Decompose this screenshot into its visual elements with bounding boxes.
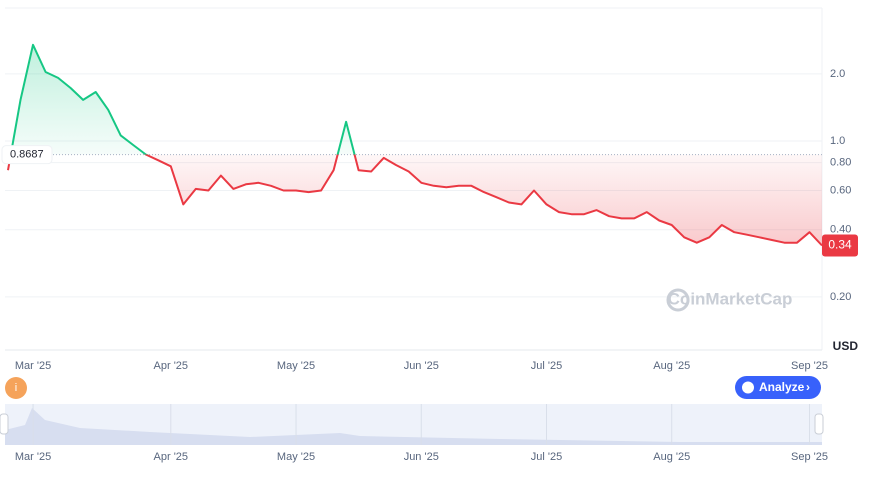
- navigator-tick-label: Sep '25: [791, 451, 828, 463]
- currency: USD: [833, 339, 859, 353]
- x-tick-label: May '25: [277, 360, 315, 372]
- y-tick-label: 2.0: [830, 68, 845, 80]
- navigator-tick-label: Aug '25: [653, 451, 690, 463]
- navigator-handle[interactable]: [0, 413, 9, 435]
- navigator-tick-label: Apr '25: [154, 451, 189, 463]
- price-line: [7, 43, 823, 247]
- analyze-icon[interactable]: [742, 381, 754, 394]
- navigator-handle[interactable]: [814, 413, 824, 435]
- navigator-tick-label: Jul '25: [531, 451, 562, 463]
- info-icon[interactable]: [5, 377, 27, 399]
- analyze-label[interactable]: Analyze: [759, 380, 805, 394]
- price-tag: [822, 234, 858, 257]
- analyze-chevron[interactable]: ›: [806, 380, 810, 394]
- x-tick-label: Jun '25: [404, 360, 439, 372]
- watermark-logo: [666, 288, 690, 312]
- x-tick-label: Jul '25: [531, 360, 562, 372]
- baseline-label-box: [1, 145, 53, 165]
- area: [8, 44, 822, 246]
- info-icon-text[interactable]: i: [15, 382, 17, 394]
- x-tick-label: Apr '25: [154, 360, 189, 372]
- y-tick-label: 0.20: [830, 291, 851, 303]
- navigator-tick-label: May '25: [277, 451, 315, 463]
- navigator-area: [5, 408, 822, 445]
- navigator-tick-label: Jun '25: [404, 451, 439, 463]
- baseline-label: 0.8687: [10, 149, 44, 161]
- navigator-tick-label: Mar '25: [15, 451, 51, 463]
- y-tick-label: 0.80: [830, 157, 851, 169]
- x-tick-label: Sep '25: [791, 360, 828, 372]
- y-tick-label: 0.40: [830, 224, 851, 236]
- y-tick-label: 1.0: [830, 135, 845, 147]
- price-tag-label: 0.34: [828, 238, 852, 252]
- watermark: CoinMarketCap: [668, 289, 793, 308]
- y-tick-label: 0.60: [830, 184, 851, 196]
- analyze-button[interactable]: [735, 376, 821, 399]
- x-tick-label: Aug '25: [653, 360, 690, 372]
- x-tick-label: Mar '25: [15, 360, 51, 372]
